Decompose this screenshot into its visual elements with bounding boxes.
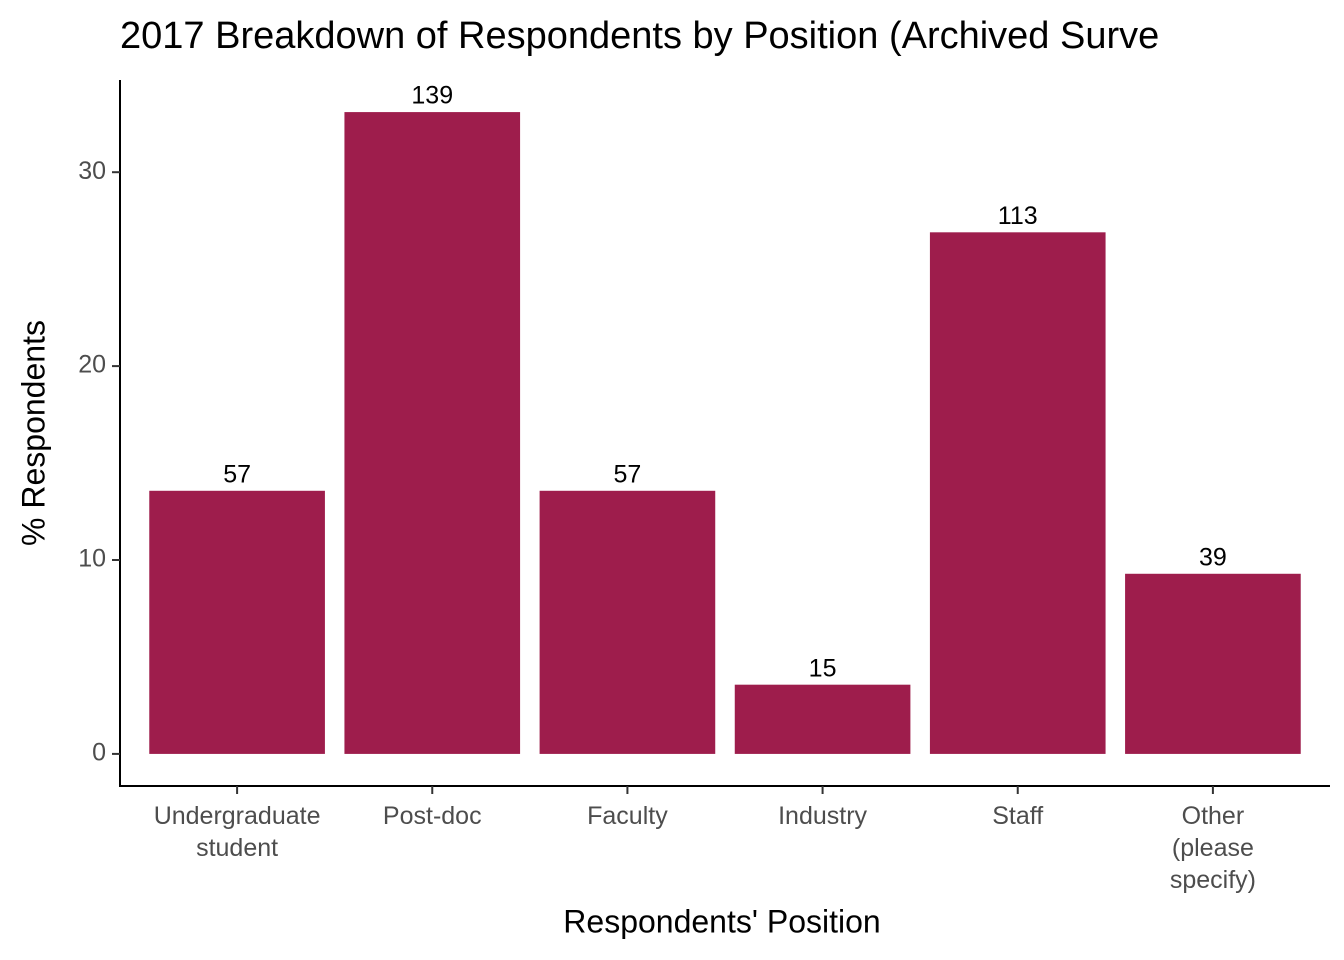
x-axis-title: Respondents' Position	[563, 903, 880, 939]
value-label: 15	[809, 654, 837, 682]
chart-title: 2017 Breakdown of Respondents by Positio…	[120, 15, 1159, 57]
bar	[539, 490, 716, 754]
x-tick-label: Faculty	[587, 802, 668, 830]
value-label: 57	[223, 460, 251, 488]
bar	[149, 490, 325, 754]
y-tick-label: 0	[92, 739, 106, 767]
value-label: 39	[1199, 543, 1227, 571]
bar	[344, 112, 521, 754]
x-tick-label: Industry	[778, 802, 867, 830]
x-tick-label: Post-doc	[383, 802, 482, 830]
x-tick-label: Other (please specify)	[1170, 802, 1256, 894]
y-axis-title: % Respondents	[15, 320, 51, 546]
x-tick-label: Staff	[992, 802, 1043, 830]
x-tick-label: Undergraduate student	[154, 802, 321, 862]
y-tick-label: 20	[78, 351, 106, 379]
value-label: 113	[998, 202, 1038, 230]
value-label: 139	[411, 82, 453, 110]
bar	[1125, 573, 1301, 754]
y-tick-label: 30	[78, 157, 106, 185]
y-tick-label: 10	[78, 545, 106, 573]
bar	[929, 232, 1106, 754]
bar	[734, 684, 911, 754]
value-label: 57	[614, 460, 642, 488]
